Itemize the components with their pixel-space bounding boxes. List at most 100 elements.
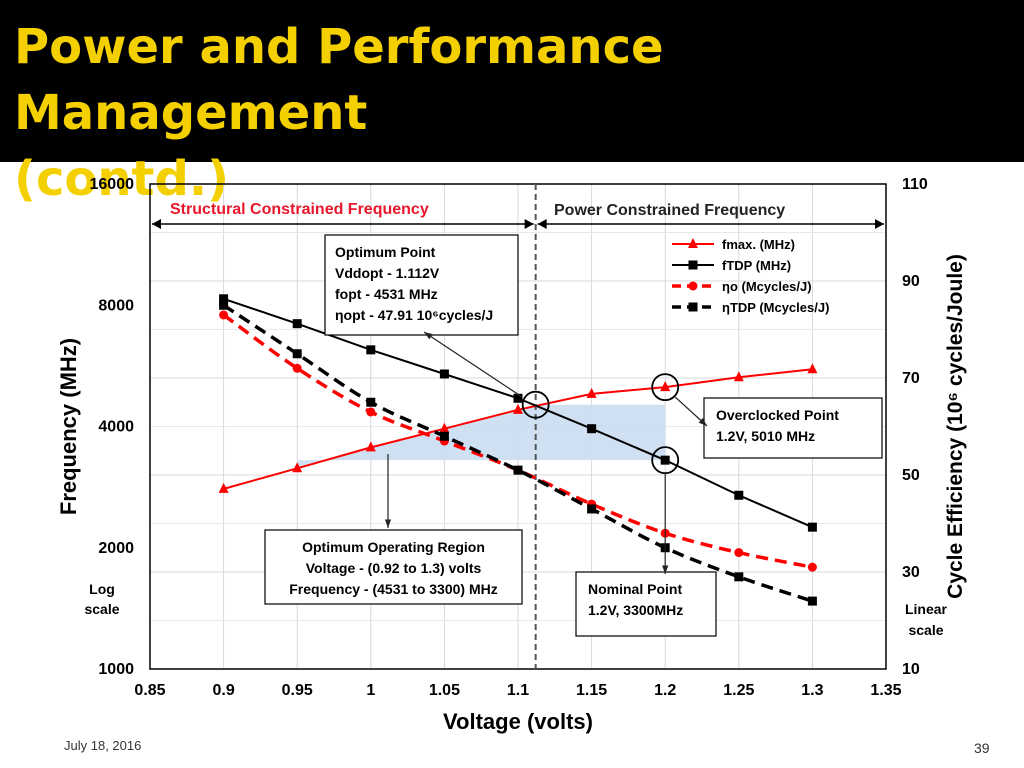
y-right-tick-label: 70 <box>902 370 920 387</box>
series-point-1 <box>807 522 817 532</box>
series-point-1 <box>219 294 229 304</box>
series-point-0 <box>733 371 744 382</box>
y-right-tick-label: 110 <box>902 176 928 193</box>
optimum-point-line: Vddopt - 1.112V <box>335 265 440 281</box>
x-tick-label: 1.15 <box>576 682 607 699</box>
optimum-point-connector <box>423 331 522 398</box>
legend-swatch-marker <box>688 281 698 291</box>
nominal-point-line: Nominal Point <box>588 581 682 597</box>
series-point-2 <box>292 363 302 373</box>
y-left-tick-label: 4000 <box>98 419 134 436</box>
power-region-arrow-head <box>875 219 884 229</box>
series-point-0 <box>513 403 523 414</box>
optimum-region-line: Optimum Operating Region <box>302 539 485 555</box>
series-point-1 <box>734 490 744 500</box>
overclocked-point-connector-head <box>698 418 707 426</box>
series-point-0 <box>292 462 303 473</box>
optimum-point-line: ηopt - 47.91 10⁶cycles/J <box>335 307 493 323</box>
legend-swatch-marker <box>688 238 698 248</box>
x-tick-label: 0.9 <box>212 682 234 699</box>
legend-label: fmax. (MHz) <box>722 237 795 252</box>
y-right-tick-label: 30 <box>902 564 920 581</box>
y-left-tick-label: 1000 <box>98 661 134 678</box>
overclocked-point-box <box>703 397 883 459</box>
optimum-point-line: Optimum Point <box>335 244 436 260</box>
series-point-1 <box>292 319 302 329</box>
y-right-tick-label: 50 <box>902 467 920 484</box>
series-point-1 <box>366 345 376 355</box>
overclocked-point-circle <box>651 373 680 402</box>
series-point-0 <box>807 363 818 374</box>
left-scale-note: Log <box>89 581 115 597</box>
series-point-0 <box>586 387 597 398</box>
optimum-region-box <box>264 529 523 605</box>
x-tick-label: 1.05 <box>429 682 460 699</box>
series-point-3 <box>292 349 302 359</box>
page-number: 39 <box>974 740 990 756</box>
right-scale-note: Linear <box>905 601 948 617</box>
annotations: Optimum Point Vddopt - 1.112V fopt - 4531 … <box>264 234 883 637</box>
series-line-3 <box>222 303 813 603</box>
y-left-tick-label: 16000 <box>90 176 135 193</box>
series-point-3 <box>513 465 523 475</box>
series-point-3 <box>439 431 449 441</box>
overclocked-point-line: Overclocked Point <box>716 407 839 423</box>
series-point-3 <box>734 572 744 582</box>
title-bar: Power and Performance Management (contd.… <box>0 0 1024 207</box>
x-tick-label: 0.85 <box>134 682 165 699</box>
legend-label: fTDP (MHz) <box>722 258 791 273</box>
y-left-tick-label: 2000 <box>98 540 134 557</box>
optimum-region-connector-head <box>384 519 392 528</box>
series-point-2 <box>366 407 376 417</box>
axes: 0.85 0.9 0.95 1 1.05 1.1 1.15 1.2 1.25 1.3 1.35 100… <box>56 176 967 734</box>
series-point-2 <box>807 562 817 572</box>
structural-region-arrow-head <box>524 219 534 229</box>
plot-frame <box>149 183 887 670</box>
series-point-0 <box>660 381 671 392</box>
power-region-label: Power Constrained Frequency <box>554 202 785 219</box>
nominal-point-box <box>575 571 717 637</box>
x-tick-label: 0.95 <box>282 682 313 699</box>
series-point-0 <box>439 422 450 433</box>
legend-label: ηo (Mcycles/J) <box>722 279 812 294</box>
y-left-axis-title: Frequency (MHz) <box>56 338 81 515</box>
footer-date: July 18, 2016 <box>64 738 142 753</box>
legend-swatch-marker <box>688 260 698 270</box>
nominal-point-line: 1.2V, 3300MHz <box>588 602 683 618</box>
optimum-region-line: Frequency - (4531 to 3300) MHz <box>289 581 498 597</box>
optimum-point-box <box>324 234 519 336</box>
structural-region-arrow-head <box>152 219 161 229</box>
optimum-region-line: Voltage - (0.92 to 1.3) volts <box>306 560 482 576</box>
series-point-3 <box>366 397 376 407</box>
series-point-1 <box>439 369 449 379</box>
optimum-point-line: fopt - 4531 MHz <box>335 286 438 302</box>
right-scale-note: scale <box>908 622 943 638</box>
power-region-arrow-head <box>537 219 547 229</box>
overclocked-point-line: 1.2V, 5010 MHz <box>716 428 815 444</box>
frequency-efficiency-chart: 0.85 0.9 0.95 1 1.05 1.1 1.15 1.2 1.25 1.3 1.35 100… <box>56 176 967 734</box>
legend: fmax. (MHz) fTDP (MHz) ηo (Mcycles/J) ηTDP … <box>672 237 829 315</box>
series-point-1 <box>587 424 597 434</box>
structural-region-label: Structural Constrained Frequency <box>170 201 429 218</box>
x-tick-label: 1.3 <box>801 682 823 699</box>
optimum-point-circle <box>521 390 550 419</box>
series-point-0 <box>218 482 229 493</box>
series-point-0 <box>365 441 376 452</box>
series-point-1 <box>660 455 670 465</box>
series-point-2 <box>734 548 744 558</box>
series-point-2 <box>219 310 229 320</box>
x-axis-title: Voltage (volts) <box>443 709 593 734</box>
series-point-3 <box>219 300 229 310</box>
x-tick-label: 1 <box>366 682 375 699</box>
legend-label: ηTDP (Mcycles/J) <box>722 300 829 315</box>
series-point-1 <box>513 393 523 403</box>
y-right-axis-title: Cycle Efficiency (10⁶ cycles/Joule) <box>944 254 967 599</box>
left-scale-note: scale <box>84 601 119 617</box>
series-point-3 <box>587 504 597 514</box>
y-left-tick-label: 8000 <box>98 297 134 314</box>
y-right-tick-label: 90 <box>902 273 920 290</box>
y-right-tick-label: 10 <box>902 661 920 678</box>
slide-title: Power and Performance Management (contd.… <box>14 19 664 207</box>
nominal-point-connector-head <box>662 565 669 574</box>
x-tick-label: 1.25 <box>723 682 754 699</box>
